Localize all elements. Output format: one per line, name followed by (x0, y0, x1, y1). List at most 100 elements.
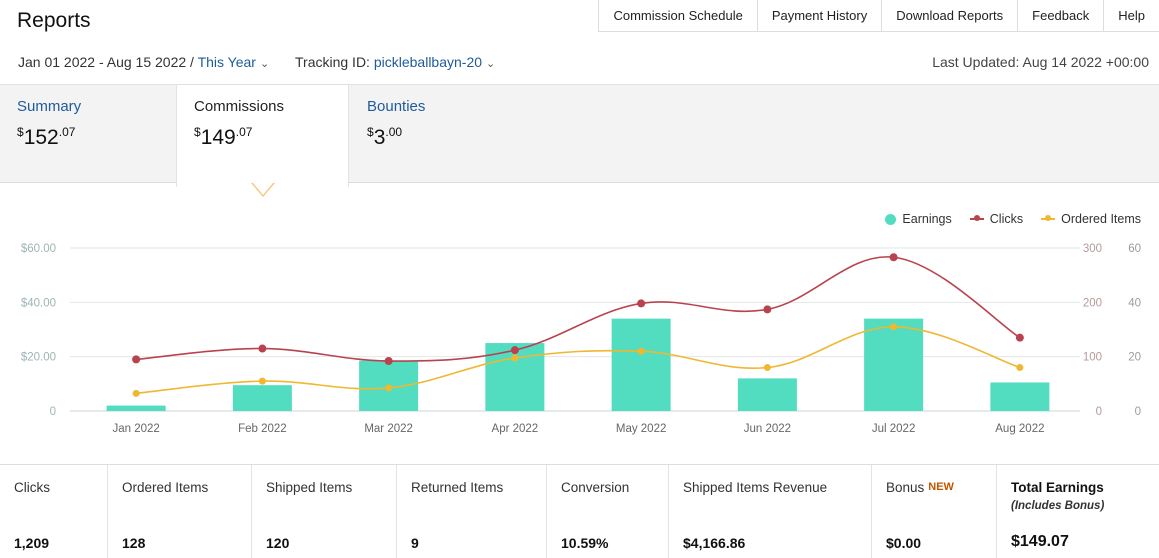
clicks-point (384, 357, 393, 366)
summary-tabs: Summary $152.07 Commissions $149.07 Boun… (0, 84, 1159, 187)
earnings-chart: 0 0 0 $20.00 100 20 $40.00 200 40 $60.00 300 60 Jan … (21, 243, 1141, 435)
amount-cents: .07 (235, 125, 253, 139)
commission-schedule-link[interactable]: Commission Schedule (599, 0, 758, 31)
x-tick-label: Mar 2022 (364, 423, 413, 435)
page-title: Reports (17, 9, 91, 32)
ordered-items-point (385, 384, 393, 392)
ordered-items-point (1016, 364, 1024, 372)
stat-label: Total Earnings (1011, 480, 1104, 495)
stat-value: $4,166.86 (683, 535, 746, 551)
active-tab-pointer-inner (253, 183, 273, 195)
y-right-items-tick-label: 20 (1128, 352, 1141, 364)
tab-commissions[interactable]: Commissions $149.07 (176, 85, 349, 187)
legend-earnings-label: Earnings (902, 212, 952, 226)
amount-whole: 149 (200, 126, 236, 149)
ordered-items-point (511, 354, 519, 362)
tab-bounties[interactable]: Bounties $3.00 (350, 85, 526, 184)
clicks-point (132, 355, 141, 364)
amount-cents: .07 (58, 125, 76, 139)
bonus-label: Bonus (886, 480, 925, 495)
y-left-tick-label: $60.00 (21, 243, 56, 255)
period-link[interactable]: This Year (197, 54, 256, 70)
tab-summary[interactable]: Summary $152.07 (0, 85, 176, 184)
clicks-swatch (969, 215, 984, 221)
amount-cents: .00 (385, 125, 403, 139)
chevron-down-icon[interactable]: ⌄ (259, 58, 270, 70)
y-left-tick-label: 0 (50, 406, 56, 418)
summary-amount: $152.07 (17, 125, 159, 150)
ordered-items-line (136, 325, 1021, 395)
stats-summary: Clicks 1,209 Ordered Items 128 Shipped I… (0, 464, 1159, 558)
x-tick-label: Feb 2022 (238, 423, 287, 435)
clicks-point (637, 299, 646, 308)
legend-ordered-items-label: Ordered Items (1061, 212, 1141, 226)
bounties-amount: $3.00 (367, 125, 509, 150)
stat-label: Ordered Items (122, 480, 209, 495)
ordered-items-point (258, 377, 266, 385)
payment-history-link[interactable]: Payment History (758, 0, 883, 31)
tab-commissions-label: Commissions (194, 98, 285, 115)
ordered-items-point (763, 364, 771, 372)
chart-legend: Earnings Clicks Ordered Items (885, 212, 1141, 226)
stat-value: 10.59% (561, 535, 609, 551)
y-right-items-tick-label: 0 (1135, 406, 1141, 418)
ordered-items-point (890, 323, 898, 331)
legend-earnings[interactable]: Earnings (885, 212, 952, 226)
clicks-point (763, 305, 772, 314)
earnings-bar (232, 385, 292, 411)
stat-label: Bonus NEW (886, 480, 982, 495)
download-reports-link[interactable]: Download Reports (882, 0, 1019, 31)
stat-label: Conversion (561, 480, 630, 495)
x-tick-label: Jan 2022 (112, 423, 159, 435)
earnings-bar (864, 318, 924, 411)
filter-bar: Jan 01 2022 - Aug 15 2022 / This Year ⌄ T… (18, 54, 1149, 72)
tab-summary-label: Summary (17, 98, 82, 115)
stat-sublabel: (Includes Bonus) (1011, 500, 1105, 512)
earnings-swatch (885, 213, 897, 225)
date-range-selector[interactable]: Jan 01 2022 - Aug 15 2022 / This Year ⌄ (18, 54, 269, 70)
y-right-items-tick-label: 60 (1128, 243, 1141, 255)
earnings-bar (990, 382, 1050, 411)
amount-whole: 3 (373, 126, 386, 149)
stat-clicks: Clicks 1,209 (0, 465, 108, 558)
y-right-clicks-tick-label: 100 (1083, 352, 1102, 364)
feedback-link[interactable]: Feedback (1018, 0, 1105, 31)
x-tick-label: Aug 2022 (995, 423, 1044, 435)
y-right-clicks-tick-label: 200 (1083, 297, 1102, 309)
currency-symbol: $ (17, 125, 24, 139)
stat-returned-items: Returned Items 9 (397, 465, 547, 558)
x-tick-label: Apr 2022 (492, 423, 539, 435)
clicks-line (136, 256, 1021, 362)
stat-label: Shipped Items Revenue (683, 480, 828, 495)
help-link[interactable]: Help (1118, 8, 1145, 23)
stat-value: 9 (411, 535, 419, 551)
tab-bounties-label: Bounties (367, 98, 426, 115)
x-tick-label: May 2022 (616, 423, 667, 435)
new-badge: NEW (928, 481, 954, 493)
currency-symbol: $ (194, 125, 201, 139)
clicks-point (889, 253, 898, 262)
stat-label: Shipped Items (266, 480, 353, 495)
legend-clicks[interactable]: Clicks (969, 212, 1024, 226)
earnings-bar (106, 405, 166, 411)
x-tick-label: Jun 2022 (744, 423, 791, 435)
clicks-point (510, 346, 519, 355)
x-tick-label: Jul 2022 (872, 423, 915, 435)
y-right-items-tick-label: 40 (1128, 297, 1141, 309)
chevron-down-icon[interactable]: ⌄ (486, 58, 496, 70)
ordered-items-point (132, 389, 140, 397)
earnings-bar (737, 378, 797, 411)
currency-symbol: $ (367, 125, 374, 139)
stat-value: $0.00 (886, 535, 922, 551)
stat-value: $149.07 (1011, 533, 1069, 550)
tracking-id-selector[interactable]: Tracking ID: pickleballbayn-20 ⌄ (295, 54, 495, 70)
legend-clicks-label: Clicks (989, 212, 1024, 226)
legend-ordered-items[interactable]: Ordered Items (1041, 212, 1141, 226)
stat-value: 120 (266, 535, 290, 551)
commissions-amount: $149.07 (194, 125, 331, 150)
stat-value: 128 (122, 535, 146, 551)
tracking-id-value[interactable]: pickleballbayn-20 (373, 54, 483, 70)
stat-shipped-items: Shipped Items 120 (252, 465, 397, 558)
ordered-items-swatch (1041, 215, 1056, 221)
stat-shipped-revenue: Shipped Items Revenue $4,166.86 (669, 465, 872, 558)
